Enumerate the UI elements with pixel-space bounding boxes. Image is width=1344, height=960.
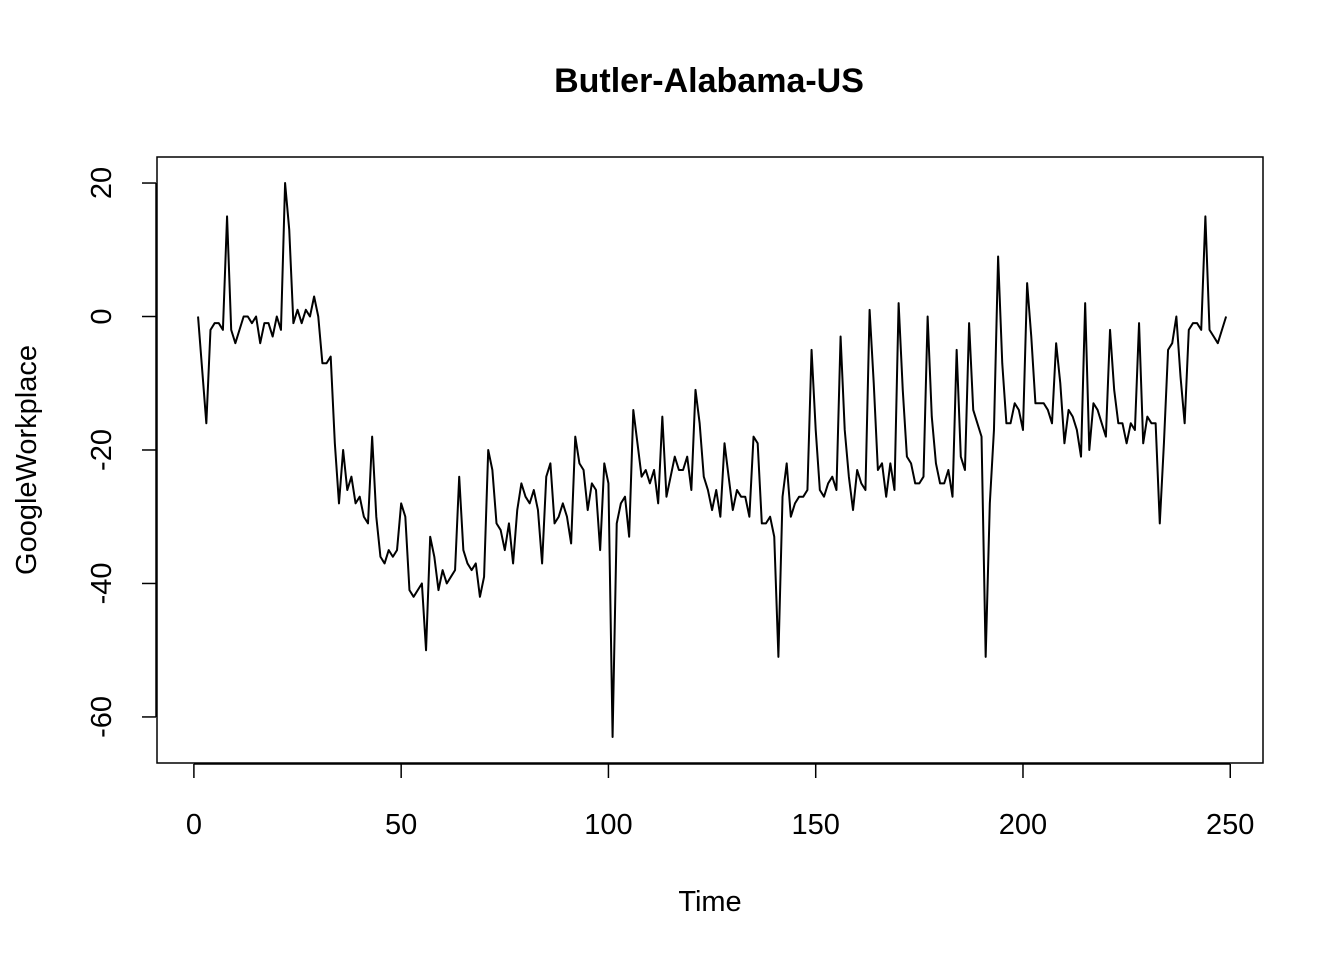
x-tick-label: 200 — [999, 809, 1047, 841]
series-line — [197, 182, 1228, 738]
series-layer — [197, 182, 1228, 738]
plot-frame — [156, 156, 1264, 764]
x-tick-label: 0 — [186, 809, 202, 841]
x-tick-label: 100 — [584, 809, 632, 841]
y-tick-label: 0 — [86, 308, 118, 324]
y-tick-label: 20 — [86, 167, 118, 199]
x-tick-label: 150 — [792, 809, 840, 841]
y-axis-label: GoogleWorkplace — [11, 345, 43, 575]
y-tick-label: -40 — [86, 563, 118, 605]
x-tick-label: 50 — [385, 809, 417, 841]
y-axis: -60 -40 -20 0 20 — [86, 167, 157, 738]
x-axis-label: Time — [678, 886, 741, 918]
y-tick-label: -20 — [86, 429, 118, 471]
y-tick-label: -60 — [86, 696, 118, 738]
x-axis: 0 50 100 150 200 250 — [186, 763, 1254, 841]
chart-title: Butler-Alabama-US — [554, 62, 864, 100]
x-tick-label: 250 — [1206, 809, 1254, 841]
